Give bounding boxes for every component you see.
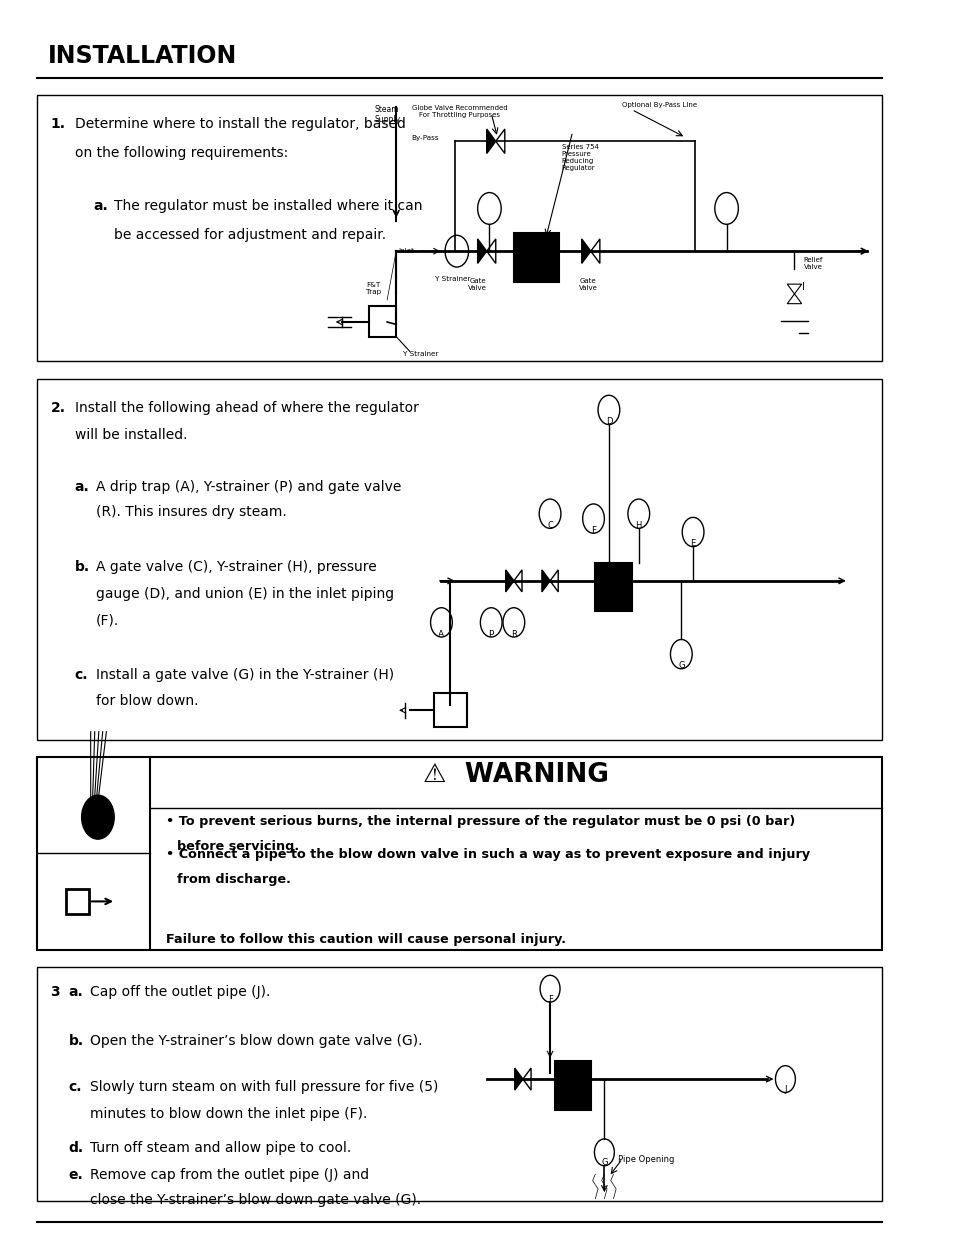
Text: e.: e.: [69, 1168, 83, 1182]
Polygon shape: [515, 1068, 522, 1091]
Text: Globe Valve Recommended
For Throttling Purposes: Globe Valve Recommended For Throttling P…: [412, 105, 507, 117]
Text: ⚠  WARNING: ⚠ WARNING: [423, 762, 608, 788]
Bar: [554, 1061, 590, 1109]
Polygon shape: [522, 1068, 531, 1091]
Text: A drip trap (A), Y-strainer (P) and gate valve: A drip trap (A), Y-strainer (P) and gate…: [95, 479, 400, 494]
Bar: [514, 233, 558, 282]
Polygon shape: [550, 569, 558, 592]
Polygon shape: [541, 569, 550, 592]
Text: Install the following ahead of where the regulator: Install the following ahead of where the…: [74, 401, 418, 415]
Bar: [37, 757, 882, 950]
Bar: [369, 306, 395, 337]
Text: Pipe Opening: Pipe Opening: [618, 1155, 674, 1163]
Text: b.: b.: [69, 1034, 84, 1049]
Text: Gate
Valve: Gate Valve: [578, 278, 597, 291]
Text: 1.: 1.: [51, 117, 66, 131]
Text: I: I: [801, 282, 803, 291]
Text: G: G: [678, 662, 684, 671]
Text: R: R: [511, 630, 517, 638]
Text: be accessed for adjustment and repair.: be accessed for adjustment and repair.: [113, 228, 385, 242]
Text: F&T
Trap: F&T Trap: [366, 282, 381, 295]
Text: H: H: [635, 521, 641, 530]
Text: a.: a.: [92, 199, 108, 212]
Polygon shape: [486, 238, 496, 263]
Text: gauge (D), and union (E) in the inlet piping: gauge (D), and union (E) in the inlet pi…: [95, 587, 394, 601]
Text: c.: c.: [74, 668, 89, 682]
Polygon shape: [786, 284, 801, 294]
Text: Steam
Supply: Steam Supply: [374, 105, 399, 124]
Text: G: G: [600, 1158, 607, 1167]
Polygon shape: [514, 569, 521, 592]
Polygon shape: [505, 569, 514, 592]
Text: before servicing.: before servicing.: [177, 840, 299, 852]
Text: Y Strainer: Y Strainer: [435, 275, 470, 282]
Text: Slowly turn steam on with full pressure for five (5): Slowly turn steam on with full pressure …: [91, 1081, 438, 1094]
Circle shape: [82, 795, 114, 839]
Text: a.: a.: [74, 479, 90, 494]
Text: • Connect a pipe to the blow down valve in such a way as to prevent exposure and: • Connect a pipe to the blow down valve …: [166, 848, 809, 861]
Text: Failure to follow this caution will cause personal injury.: Failure to follow this caution will caus…: [166, 932, 566, 946]
Polygon shape: [477, 238, 486, 263]
Text: Optional By-Pass Line: Optional By-Pass Line: [622, 103, 697, 109]
Text: J: J: [783, 1086, 786, 1094]
Text: A gate valve (C), Y-strainer (H), pressure: A gate valve (C), Y-strainer (H), pressu…: [95, 561, 376, 574]
Text: Install a gate valve (G) in the Y-strainer (H): Install a gate valve (G) in the Y-strain…: [95, 668, 394, 682]
Text: F: F: [590, 526, 596, 535]
Text: E: E: [690, 540, 695, 548]
Bar: [434, 693, 466, 727]
Text: c.: c.: [69, 1081, 82, 1094]
Text: By-Pass: By-Pass: [411, 135, 438, 141]
Text: Cap off the outlet pipe (J).: Cap off the outlet pipe (J).: [91, 986, 271, 999]
Text: Open the Y-strainer’s blow down gate valve (G).: Open the Y-strainer’s blow down gate val…: [91, 1034, 422, 1049]
Text: • To prevent serious burns, the internal pressure of the regulator must be 0 psi: • To prevent serious burns, the internal…: [166, 815, 795, 829]
Bar: [37, 967, 882, 1202]
Text: from discharge.: from discharge.: [177, 873, 291, 885]
Text: Relief
Valve: Relief Valve: [802, 257, 822, 270]
Bar: [66, 889, 89, 914]
Text: 3: 3: [51, 986, 60, 999]
Text: C: C: [547, 521, 553, 530]
Polygon shape: [496, 128, 504, 153]
Text: 2.: 2.: [51, 401, 66, 415]
Polygon shape: [590, 238, 599, 263]
Text: b.: b.: [74, 561, 90, 574]
Text: will be installed.: will be installed.: [74, 429, 187, 442]
Text: d.: d.: [69, 1141, 84, 1156]
Text: for blow down.: for blow down.: [95, 694, 198, 709]
Bar: [37, 379, 882, 740]
Text: Series 754
Pressure
Reducing
Regulator: Series 754 Pressure Reducing Regulator: [561, 143, 598, 170]
Text: close the Y-strainer’s blow down gate valve (G).: close the Y-strainer’s blow down gate va…: [91, 1193, 421, 1207]
Text: a.: a.: [69, 986, 83, 999]
Text: on the following requirements:: on the following requirements:: [74, 146, 288, 161]
Polygon shape: [786, 294, 801, 304]
Text: F: F: [547, 995, 552, 1004]
Text: A: A: [438, 630, 444, 638]
Bar: [37, 95, 882, 361]
Text: Determine where to install the regulator, based: Determine where to install the regulator…: [74, 117, 405, 131]
Text: (R). This insures dry steam.: (R). This insures dry steam.: [95, 505, 286, 519]
Polygon shape: [581, 238, 590, 263]
Text: (F).: (F).: [95, 614, 119, 627]
Bar: [595, 563, 631, 611]
Text: Remove cap from the outlet pipe (J) and: Remove cap from the outlet pipe (J) and: [91, 1168, 369, 1182]
Text: INSTALLATION: INSTALLATION: [48, 44, 236, 68]
Text: The regulator must be installed where it can: The regulator must be installed where it…: [113, 199, 422, 212]
Text: D: D: [605, 417, 612, 426]
Polygon shape: [486, 128, 496, 153]
Text: Y Strainer: Y Strainer: [402, 351, 437, 357]
Text: Turn off steam and allow pipe to cool.: Turn off steam and allow pipe to cool.: [91, 1141, 351, 1156]
Text: minutes to blow down the inlet pipe (F).: minutes to blow down the inlet pipe (F).: [91, 1107, 367, 1121]
Text: Gate
Valve: Gate Valve: [468, 278, 487, 291]
Text: P: P: [488, 630, 494, 638]
Text: Inlet: Inlet: [397, 247, 414, 253]
